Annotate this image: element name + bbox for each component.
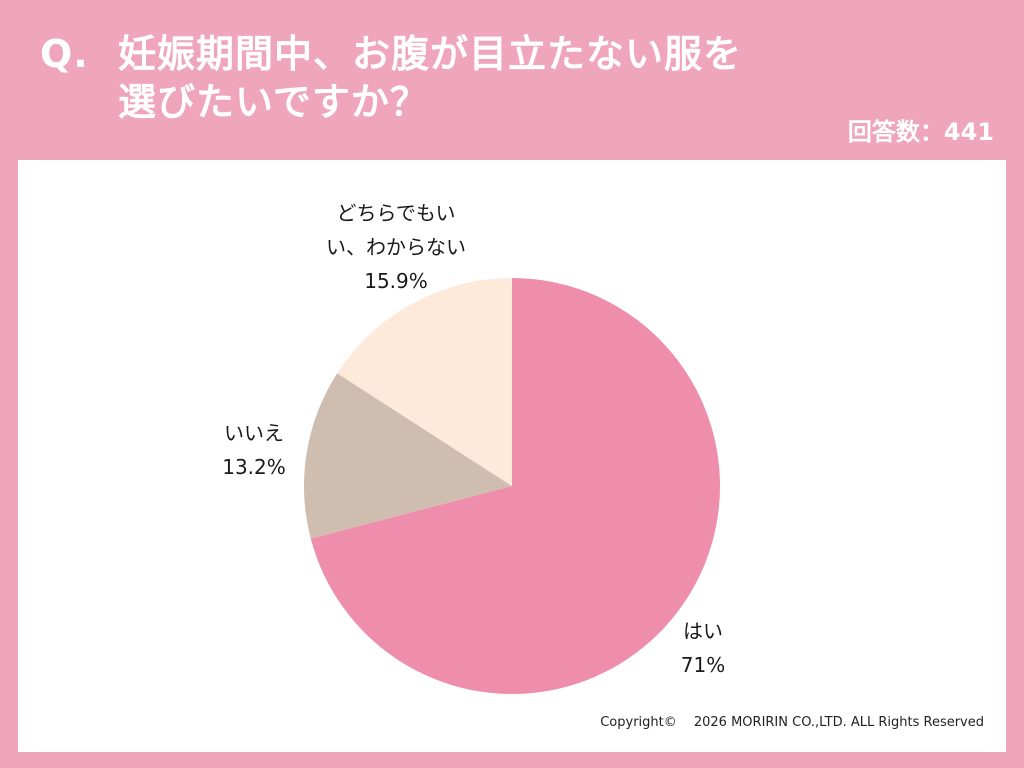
question-text-line-2: 選びたいですか？ bbox=[118, 80, 429, 124]
pie-slice-no bbox=[304, 373, 512, 539]
slice-name: どちらでもい bbox=[337, 201, 456, 225]
slice-percent: 15.9% bbox=[364, 269, 428, 293]
pie-slice-unsure bbox=[337, 278, 512, 486]
slice-percent: 71% bbox=[681, 653, 725, 677]
question-text-line-1: 妊娠期間中、お腹が目立たない服を bbox=[118, 32, 743, 76]
pie-labels: はい 71% いいえ 13.2% どちらでもいい、わからない 15.9% bbox=[222, 201, 725, 677]
question-mark: Q. bbox=[40, 32, 89, 76]
slice-label-no: いいえ 13.2% bbox=[222, 421, 286, 479]
slice-name: はい bbox=[683, 619, 723, 643]
slice-label-unsure: どちらでもいい、わからない 15.9% bbox=[326, 201, 466, 293]
pie-slice-yes bbox=[310, 278, 721, 694]
slice-name: い、わからない bbox=[326, 235, 466, 259]
slice-percent: 13.2% bbox=[222, 455, 286, 479]
question-title: Q. 妊娠期間中、お腹が目立たない服を 選びたいですか？ bbox=[40, 30, 742, 126]
slice-name: いいえ bbox=[224, 421, 284, 445]
response-count: 回答数：441 bbox=[847, 118, 994, 146]
chart-panel: はい 71% いいえ 13.2% どちらでもいい、わからない 15.9% Copyrigh… bbox=[18, 160, 1006, 752]
question-line-1: Q. 妊娠期間中、お腹が目立たない服を bbox=[40, 30, 742, 78]
copyright-text: Copyright© 2026 MORIRIN CO.,LTD. ALL Rig… bbox=[600, 715, 984, 730]
pie-slices bbox=[304, 278, 721, 694]
pie-chart: はい 71% いいえ 13.2% どちらでもいい、わからない 15.9% bbox=[222, 201, 725, 694]
slice-label-yes: はい 71% bbox=[681, 619, 725, 677]
